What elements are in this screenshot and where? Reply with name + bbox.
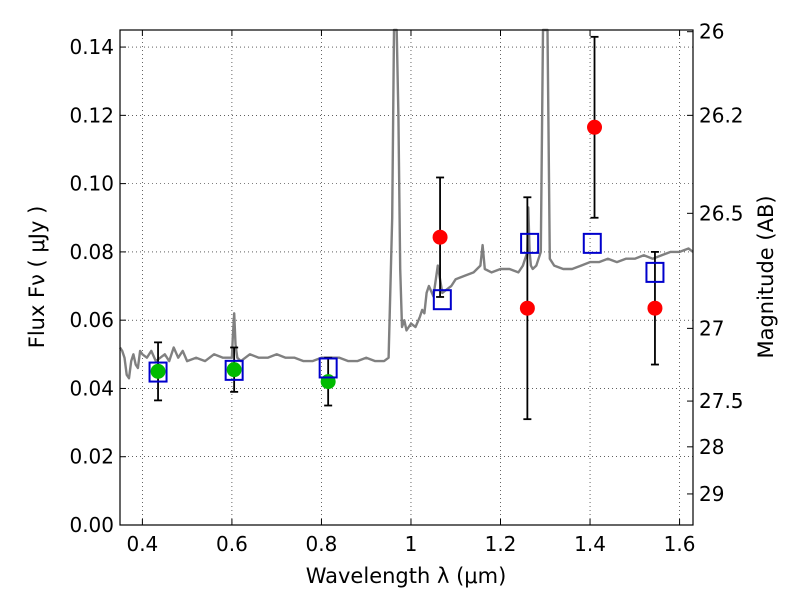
y-tick-label: 0.02 [69, 445, 114, 469]
right-tick-label: 29 [699, 482, 724, 506]
y-tick-label: 0.04 [69, 376, 114, 400]
y-tick-label: 0.06 [69, 308, 114, 332]
x-tick-label: 1.2 [485, 532, 517, 556]
model-square [224, 359, 244, 381]
model-square [432, 289, 452, 311]
x-tick-label: 0.4 [126, 532, 158, 556]
right-tick-label: 26.5 [699, 201, 744, 225]
y-tick-label: 0.08 [69, 240, 114, 264]
x-tick-label: 1.4 [574, 532, 606, 556]
y-tick-label: 0.12 [69, 103, 114, 127]
y-tick-label: 0.00 [69, 513, 114, 537]
red-point [647, 300, 663, 316]
right-tick-label: 27.5 [699, 389, 744, 413]
ticks-layer: 0.4 0.6 0.8 1 1.2 1.4 1.6 0.00 0.02 0.04 0.06 0.08 0… [69, 20, 743, 556]
red-point [519, 300, 535, 316]
x-tick-label: 0.6 [216, 532, 248, 556]
green-point [150, 363, 166, 379]
x-axis-label: Wavelength λ (μm) [306, 564, 507, 588]
y-tick-label: 0.10 [69, 172, 114, 196]
model-square [318, 357, 338, 379]
x-tick-label: 1 [405, 532, 418, 556]
model-square [582, 232, 602, 254]
right-tick-label: 27 [699, 316, 724, 340]
model-square [645, 261, 665, 283]
x-tick-label: 1.6 [664, 532, 696, 556]
y-tick-label: 0.14 [69, 35, 114, 59]
green-point [226, 362, 242, 378]
points-layer [148, 35, 665, 421]
right-axis-label: Magnitude (AB) [754, 195, 778, 358]
right-tick-label: 26.2 [699, 103, 744, 127]
grid-layer [120, 30, 693, 526]
model-square [148, 361, 168, 383]
red-point [587, 119, 603, 135]
plot-frame [119, 29, 694, 526]
right-tick-label: 26 [699, 20, 724, 44]
red-point [432, 229, 448, 245]
model-square [520, 232, 540, 254]
green-point [320, 374, 336, 390]
right-tick-label: 28 [699, 435, 724, 459]
x-tick-label: 0.8 [306, 532, 338, 556]
y-axis-label: Flux Fν ( μJy ) [25, 206, 49, 349]
